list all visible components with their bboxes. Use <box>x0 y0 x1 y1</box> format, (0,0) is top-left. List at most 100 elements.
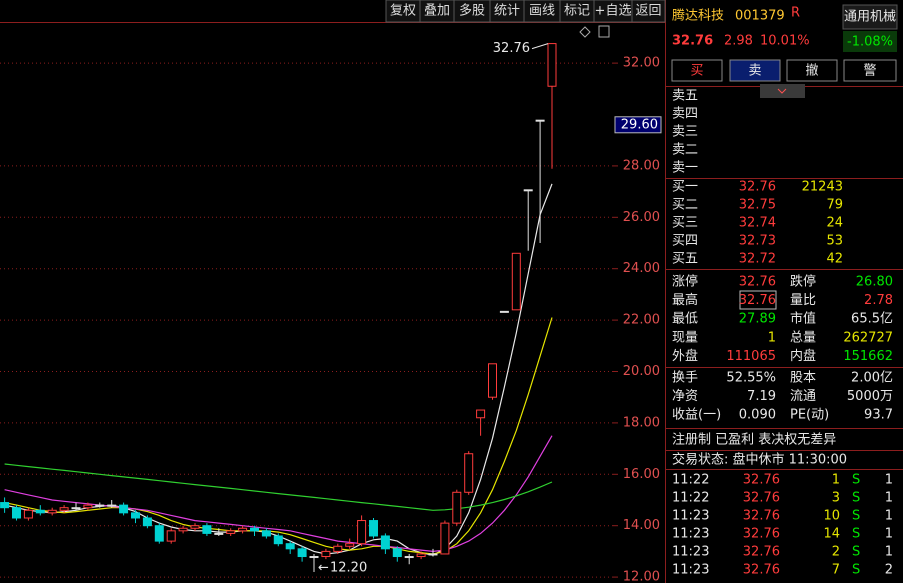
bid-price: 32.75 <box>739 198 776 213</box>
candle-body <box>273 535 283 545</box>
price-change-pct: 10.01% <box>760 34 810 49</box>
candle-body <box>47 509 57 514</box>
tick-time: 11:22 <box>672 473 709 488</box>
panel-lines <box>666 86 903 470</box>
candle-body <box>35 509 45 514</box>
candle-body <box>226 530 236 534</box>
candle-body <box>309 556 319 559</box>
icon-diamond[interactable] <box>579 26 591 38</box>
collapse-chevron <box>777 88 787 94</box>
y-tick-label: 32.00 <box>623 56 660 71</box>
info-value: 7.19 <box>747 389 776 404</box>
bid-label: 买四 <box>672 234 698 249</box>
tick-count: 2 <box>885 563 893 578</box>
industry-change: -1.08% <box>847 35 893 50</box>
candle-body <box>154 525 164 542</box>
bid-label: 买一 <box>672 180 698 195</box>
tick-time: 11:23 <box>672 545 709 560</box>
stock-code: 001379 <box>735 9 785 24</box>
bid-volume: 42 <box>826 252 843 267</box>
info-value: 0.090 <box>739 408 776 423</box>
candle-body <box>71 507 81 510</box>
info-value: 52.55% <box>726 371 776 386</box>
candle-body <box>511 252 521 311</box>
stat-value: 32.76 <box>739 293 776 308</box>
stat-label: 现量 <box>672 330 698 345</box>
candle-body <box>333 545 343 552</box>
y-tick-label: 20.00 <box>623 364 660 379</box>
ask-label: 卖四 <box>672 107 698 122</box>
tick-price: 32.76 <box>743 491 780 506</box>
candle-body <box>428 553 438 556</box>
trade-button-label: 撤 <box>805 63 818 79</box>
tick-time: 11:22 <box>672 491 709 506</box>
info-label: 股本 <box>790 371 816 386</box>
candle-body <box>202 525 212 534</box>
stat-label: 最低 <box>672 312 698 327</box>
tick-volume: 10 <box>823 509 840 524</box>
industry-box <box>842 4 898 30</box>
cursor-box <box>614 116 662 134</box>
tick-time: 11:23 <box>672 509 709 524</box>
tick-time: 11:23 <box>672 563 709 578</box>
trade-button[interactable] <box>729 59 781 82</box>
y-tick-label: 18.00 <box>623 415 660 430</box>
stat-value: 1 <box>768 330 776 345</box>
price-change: 2.98 <box>724 34 753 49</box>
trade-button-label: 警 <box>863 63 876 79</box>
candle-body <box>83 504 93 509</box>
stock-flag: R <box>791 6 800 21</box>
info-value: 93.7 <box>864 408 893 423</box>
bid-label: 买二 <box>672 198 698 213</box>
info-value: 2.00亿 <box>851 371 893 386</box>
bid-price: 32.73 <box>739 234 776 249</box>
tick-count: 1 <box>885 545 893 560</box>
info-label: 净资 <box>672 389 698 404</box>
stat-label: 涨停 <box>672 274 698 290</box>
bid-label: 买三 <box>672 216 698 231</box>
candle-body <box>321 550 331 558</box>
candle-body <box>95 504 105 507</box>
candle-body <box>59 507 69 511</box>
candle-body <box>392 548 402 558</box>
stock-tags: 注册制 已盈利 表决权无差异 <box>672 432 836 448</box>
stat-value: 151662 <box>843 349 893 364</box>
tick-volume: 7 <box>832 563 840 578</box>
tick-count: 1 <box>885 527 893 542</box>
trade-button[interactable] <box>786 59 838 82</box>
toolbar-label: 复权 <box>390 3 416 19</box>
tick-count: 1 <box>885 509 893 524</box>
bid-price: 32.72 <box>739 252 776 267</box>
tick-volume: 3 <box>832 491 840 506</box>
trade-button[interactable] <box>843 59 897 82</box>
price: 32.76 <box>672 34 713 49</box>
candle-body <box>380 535 390 550</box>
bid-price: 32.74 <box>739 216 776 231</box>
y-tick-label: 24.00 <box>623 261 660 276</box>
toolbar-button[interactable] <box>631 0 666 23</box>
low-arrow: ← <box>318 560 329 575</box>
tick-side: S <box>852 491 860 506</box>
stat-label: 市值 <box>790 311 816 327</box>
moving-average-line <box>4 317 553 555</box>
icon-window[interactable] <box>598 25 610 38</box>
info-label: 流通 <box>790 389 816 404</box>
trade-status: 交易状态: 盘中休市 11:30:00 <box>672 452 847 468</box>
tick-side: S <box>852 545 860 560</box>
candle-body <box>0 502 10 509</box>
trade-button[interactable] <box>671 59 723 82</box>
info-label: PE(动) <box>790 408 829 423</box>
bid-label: 买五 <box>672 252 698 267</box>
toolbar-label: 叠加 <box>424 4 450 19</box>
collapse-tab[interactable] <box>760 84 805 98</box>
candle-body <box>369 520 378 537</box>
stock-name: 腾达科技 <box>672 8 724 24</box>
bid-volume: 24 <box>826 216 843 231</box>
stat-label: 最高 <box>672 292 698 308</box>
ask-label: 卖二 <box>672 143 698 158</box>
candle-body <box>464 453 474 493</box>
candle-body <box>297 548 307 558</box>
toolbar-label: 返回 <box>635 4 661 19</box>
